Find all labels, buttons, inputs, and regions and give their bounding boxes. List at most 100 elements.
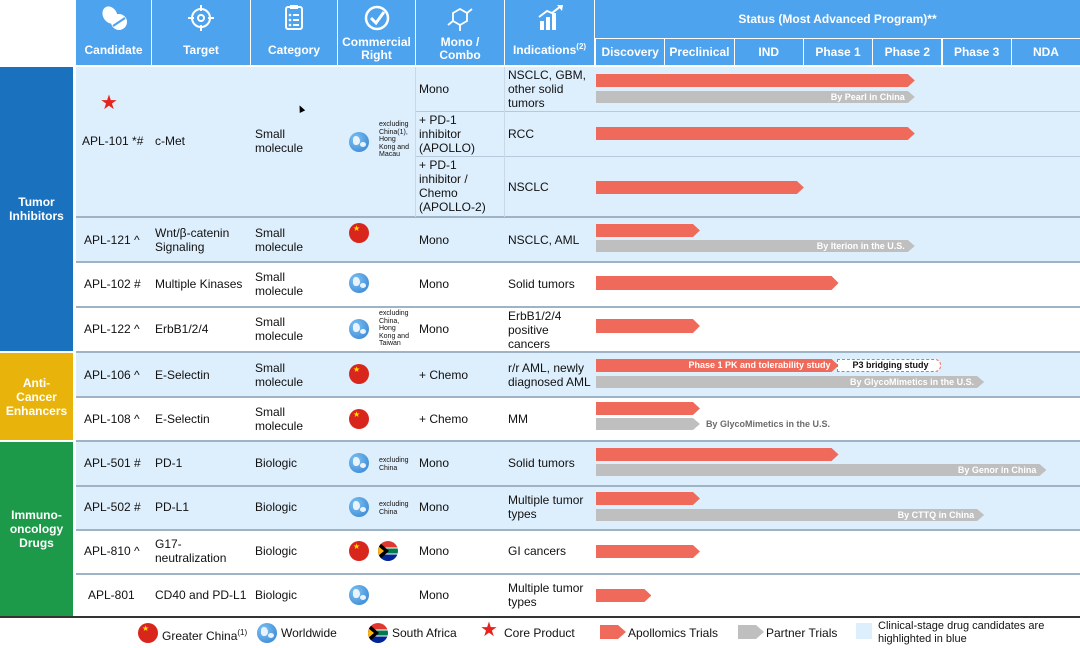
molecule-icon — [447, 7, 473, 31]
apl106-partner-bar — [596, 376, 985, 388]
stage-header-phase-3: Phase 3 — [942, 39, 1011, 65]
apl501-partner-label: By Genor in China — [957, 465, 1037, 475]
header-mono-combo: Mono / Combo — [416, 0, 504, 65]
header-commercial-right: Commercial Right — [338, 0, 415, 65]
apl108-category: Small molecule — [255, 405, 304, 433]
apl122-apollomics-bar — [596, 319, 700, 333]
apl101-rights-note: excluding China(1), Hong Kong and Macau — [379, 121, 409, 158]
apl501-combo: Mono — [419, 456, 450, 470]
apl102-apollomics-bar — [596, 276, 839, 290]
header-candidate-label: Candidate — [84, 43, 143, 57]
apl501-category: Biologic — [255, 456, 298, 470]
group-anti-cancer-enhancers: Anti-Cancer Enhancers — [0, 353, 73, 440]
header-target: Target — [152, 0, 250, 65]
apl801-candidate: APL-801 — [88, 588, 135, 602]
apl101-combo-2: + PD-1 inhibitor (APOLLO) — [419, 113, 476, 155]
worldwide-globe-icon — [349, 497, 369, 517]
apl801-apollomics-bar — [596, 589, 652, 602]
stage-header-preclinical: Preclinical — [665, 39, 734, 65]
apl101-combo-1: Mono — [419, 82, 450, 96]
apl502-partner-label: By CTTQ in China — [897, 510, 975, 520]
column-divider — [504, 67, 505, 217]
apl101-mono-apollomics-bar — [596, 74, 915, 87]
legend-south-africa: South Africa — [392, 626, 457, 640]
stage-header-phase-1: Phase 1 — [803, 39, 873, 65]
bar-chart-growth-icon — [537, 5, 563, 30]
stage-header-discovery: Discovery — [596, 39, 665, 65]
row-bg-apl501 — [76, 442, 1080, 485]
apl501-indication: Solid tumors — [508, 456, 575, 470]
apl810-category: Biologic — [255, 544, 298, 558]
apl102-indication: Solid tumors — [508, 277, 575, 291]
apl501-target: PD-1 — [155, 456, 183, 470]
row-divider — [76, 573, 1080, 575]
apl502-apollomics-bar — [596, 492, 700, 505]
apl106-partner-label: By GlycoMimetics in the U.S. — [850, 377, 975, 387]
core-product-star-icon: ★ — [100, 92, 118, 114]
target-crosshair-icon — [188, 5, 214, 31]
apl101-target: c-Met — [155, 134, 185, 148]
apl101-indication-3: NSCLC — [508, 180, 549, 194]
apollomics-arrow-icon — [600, 625, 626, 639]
apl502-target: PD-L1 — [155, 500, 190, 514]
apl101-candidate: APL-101 *# — [82, 134, 144, 148]
greater-china-flag-icon — [349, 541, 369, 561]
apl108-combo: + Chemo — [419, 412, 469, 426]
row-bg-apl502 — [76, 487, 1080, 529]
apl122-indication: ErbB1/2/4 positive cancers — [508, 309, 562, 351]
apl108-target: E-Selectin — [155, 412, 210, 426]
apl502-indication: Multiple tumor types — [508, 493, 584, 521]
row-bg-apl121 — [76, 218, 1080, 261]
legend-core-product: Core Product — [504, 626, 575, 640]
stage-header-phase-2: Phase 2 — [873, 39, 942, 65]
apl101-pd1-apollomics-bar — [596, 127, 915, 140]
stage-header-nda: NDA — [1011, 39, 1080, 65]
apl501-partner-bar — [596, 464, 1047, 476]
greater-china-flag-icon — [349, 364, 369, 384]
apl502-candidate: APL-502 # — [84, 500, 141, 514]
header-indications: Indications(2) — [505, 0, 594, 65]
header-status-title: Status (Most Advanced Program)** — [595, 0, 1080, 38]
apl106-category: Small molecule — [255, 361, 304, 389]
header-target-label: Target — [183, 43, 219, 57]
apl501-candidate: APL-501 # — [84, 456, 141, 470]
partner-arrow-icon — [738, 625, 764, 639]
checkmark-circle-icon — [364, 5, 389, 31]
header-candidate: Candidate — [76, 0, 151, 65]
apl102-combo: Mono — [419, 277, 450, 291]
apl101-indication-2: RCC — [508, 127, 534, 141]
apl121-category: Small molecule — [255, 226, 304, 254]
apl810-indication: GI cancers — [508, 544, 567, 558]
apl502-rights-note: excluding China — [379, 501, 409, 516]
pills-icon — [101, 6, 127, 30]
apl810-target: G17-neutralization — [155, 537, 227, 565]
apl106-bridging-label: P3 bridging study — [852, 360, 929, 370]
table-bottom-border — [0, 616, 1080, 618]
south-africa-flag-icon — [368, 623, 388, 643]
worldwide-globe-icon — [349, 453, 369, 473]
south-africa-flag-icon — [378, 541, 398, 561]
apl122-rights-note: excluding China, Hong Kong and Taiwan — [379, 310, 409, 347]
worldwide-globe-icon — [349, 319, 369, 339]
apl106-apollomics-label: Phase 1 PK and tolerability study — [688, 360, 831, 370]
subrow-divider — [416, 156, 1080, 157]
legend-greater-china: Greater China(1) — [162, 628, 248, 643]
greater-china-flag-icon — [138, 623, 158, 643]
header-mono-combo-label: Mono / Combo — [439, 35, 481, 62]
apl101-pd1-chemo-apollomics-bar — [596, 181, 804, 194]
apl121-apollomics-bar — [596, 224, 700, 237]
apl121-combo: Mono — [419, 233, 450, 247]
header-category-label: Category — [267, 43, 320, 57]
apl810-apollomics-bar — [596, 545, 700, 558]
apl108-indication: MM — [508, 412, 528, 426]
apl502-combo: Mono — [419, 500, 450, 514]
apl801-category: Biologic — [255, 588, 298, 602]
apl108-apollomics-bar — [596, 402, 700, 415]
highlight-swatch — [856, 623, 872, 639]
apl122-target: ErbB1/2/4 — [155, 322, 209, 336]
apl121-target: Wnt/β-catenin Signaling — [155, 226, 230, 254]
apl801-target: CD40 and PD-L1 — [155, 588, 247, 602]
header-indications-label: Indications(2) — [512, 42, 587, 57]
apl106-bridging-study-bar — [836, 359, 941, 372]
apl101-partner-label: By Pearl in China — [830, 92, 905, 102]
